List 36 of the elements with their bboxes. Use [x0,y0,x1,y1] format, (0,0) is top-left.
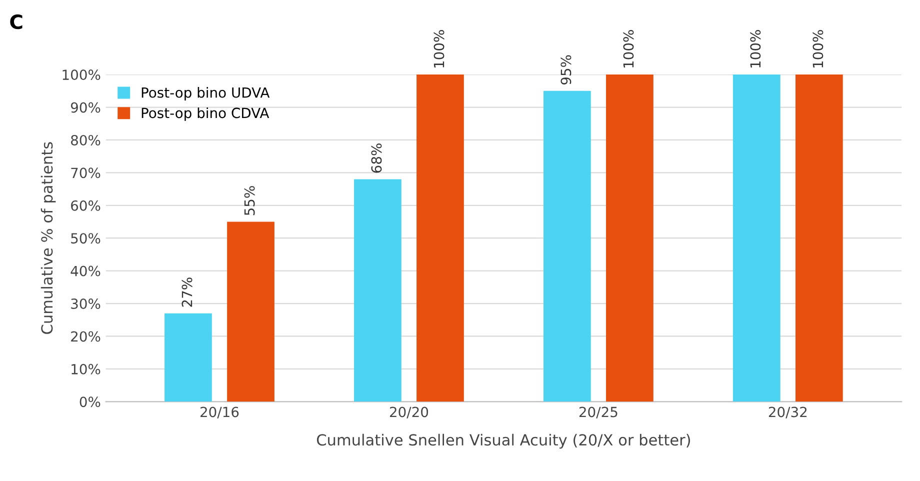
y-tick-label: 90% [70,102,100,113]
data-label: 100% [812,30,824,68]
y-tick-label: 70% [71,168,100,178]
legend-label: Post-op bino CDVA [142,107,270,121]
data-label: 95% [560,55,572,84]
y-tick-label: 0% [80,396,100,408]
y-tick-label: 60% [71,200,100,211]
y-tick-label: 50% [71,233,100,244]
data-label: 100% [434,30,444,68]
y-tick-label: 10% [72,364,100,374]
y-tick-label: 80% [71,134,100,146]
legend-label: Post-op bino UDVA [142,87,270,100]
bar [543,90,591,402]
bar [732,74,780,402]
bar [606,74,654,402]
chart-title: C [10,14,22,30]
bar [354,179,402,402]
data-label: 100% [623,30,634,68]
y-tick-label: 100% [62,70,100,80]
y-tick-label: 20% [71,331,100,342]
x-axis-title: Cumulative Snellen Visual Acuity (20/X or better) [316,434,690,449]
y-tick-label: 30% [71,298,100,309]
y-tick-label: 40% [70,266,100,276]
data-label: 100% [750,30,761,68]
bar [416,74,464,402]
y-axis-title: Cumulative % of patients [40,142,56,334]
x-tick-label: 20/32 [768,406,807,418]
x-tick-label: 20/25 [579,406,618,418]
bar [164,313,212,402]
x-tick-label: 20/20 [390,406,428,418]
x-tick-label: 20/16 [200,406,239,418]
bar [227,222,274,402]
data-label: 55% [244,186,255,216]
data-label: 68% [371,144,382,173]
bar [795,74,843,402]
data-label: 27% [182,278,192,307]
